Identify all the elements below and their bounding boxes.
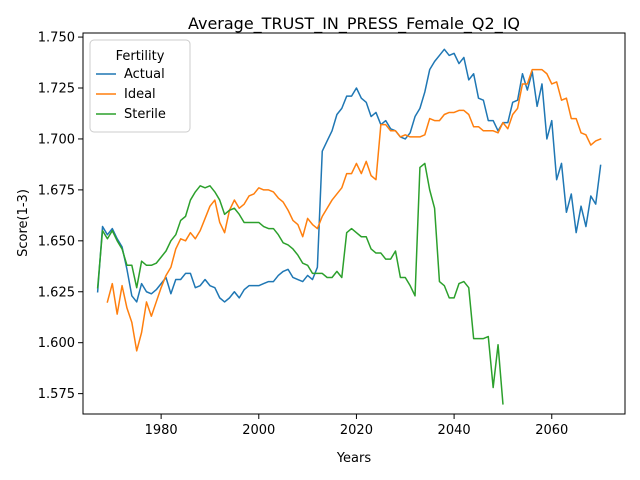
chart-title: Average_TRUST_IN_PRESS_Female_Q2_IQ: [188, 14, 520, 34]
series-line-sterile: [96, 162, 504, 405]
y-axis: 1.575 1.600 1.625 1.650 1.675 1.700 1.725 1.750: [38, 31, 83, 402]
y-tick-label: 1.600: [38, 336, 75, 351]
x-tick-label: 2040: [438, 423, 471, 438]
y-tick-label: 1.575: [38, 387, 75, 402]
y-axis-label: Score(1-3): [16, 189, 31, 257]
legend: Fertility Actual Ideal Sterile: [89, 39, 191, 133]
legend-label-actual: Actual: [124, 67, 165, 82]
series-line-actual: [96, 48, 602, 303]
y-tick-label: 1.675: [38, 183, 75, 198]
x-tick-label: 2000: [242, 423, 275, 438]
series-layer: [96, 48, 602, 405]
x-axis-label: Years: [336, 451, 372, 466]
x-tick-label: 2060: [535, 423, 568, 438]
x-tick-label: 1980: [145, 423, 178, 438]
series-line-ideal: [106, 68, 602, 352]
y-tick-label: 1.625: [38, 285, 75, 300]
y-tick-label: 1.725: [38, 82, 75, 97]
legend-items: Actual Ideal Sterile: [96, 67, 166, 122]
plot-frame: [82, 32, 626, 415]
y-tick-label: 1.700: [38, 132, 75, 147]
legend-box: [89, 39, 191, 133]
x-axis: 1980 2000 2020 2040 2060: [145, 414, 568, 438]
legend-label-sterile: Sterile: [124, 107, 166, 122]
x-tick-label: 2020: [340, 423, 373, 438]
legend-label-ideal: Ideal: [124, 87, 156, 102]
y-tick-label: 1.650: [38, 234, 75, 249]
y-tick-label: 1.750: [38, 31, 75, 46]
legend-title: Fertility: [116, 49, 165, 64]
